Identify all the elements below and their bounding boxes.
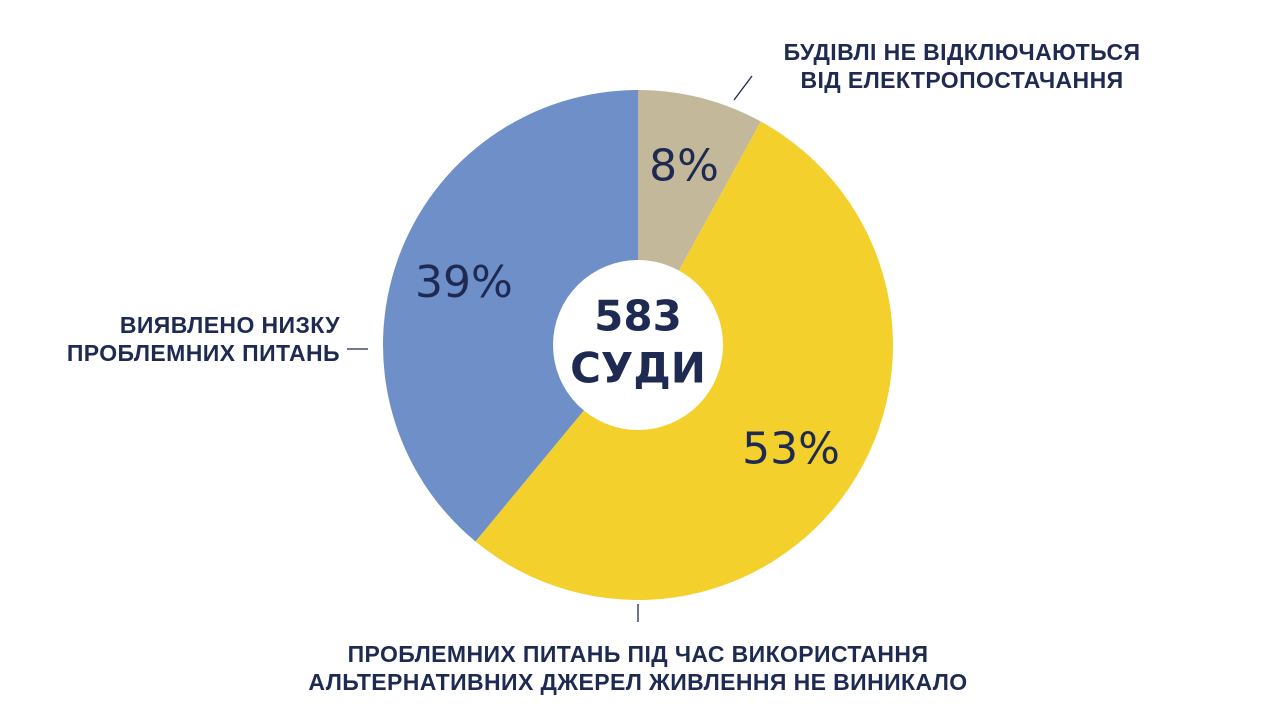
slice-labels-layer: 8% 53% 39% — [415, 140, 840, 474]
center-total-label: СУДИ — [570, 344, 706, 393]
legend-label-problems-line-2: ПРОБЛЕМНИХ ПИТАНЬ — [66, 340, 340, 366]
slice-value-label-buildings: 8% — [649, 140, 719, 191]
legend-label-buildings-line-1: БУДІВЛІ НЕ ВІДКЛЮЧАЮТЬСЯ — [783, 39, 1141, 65]
leader-lines — [347, 75, 753, 622]
center-total-value: 583 — [594, 292, 682, 341]
pie-slice-problems — [383, 90, 638, 542]
legend-label-no-problems: ПРОБЛЕМНИХ ПИТАНЬ ПІД ЧАС ВИКОРИСТАННЯ А… — [240, 640, 1036, 696]
slice-value-label-problems: 39% — [415, 257, 513, 308]
donut-center-hole — [553, 260, 723, 430]
legend-label-no-problems-line-1: ПРОБЛЕМНИХ ПИТАНЬ ПІД ЧАС ВИКОРИСТАННЯ — [347, 641, 929, 667]
legend-label-buildings-line-2: ВІД ЕЛЕКТРОПОСТАЧАННЯ — [800, 67, 1124, 93]
legend-label-no-problems-line-2: АЛЬТЕРНАТИВНИХ ДЖЕРЕЛ ЖИВЛЕННЯ НЕ ВИНИКА… — [308, 669, 968, 695]
legend-label-problems-line-1: ВИЯВЛЕНО НИЗКУ — [119, 312, 340, 338]
legend-label-buildings: БУДІВЛІ НЕ ВІДКЛЮЧАЮТЬСЯ ВІД ЕЛЕКТРОПОСТ… — [752, 38, 1172, 94]
legend-label-problems: ВИЯВЛЕНО НИЗКУ ПРОБЛЕМНИХ ПИТАНЬ — [20, 311, 340, 367]
leader-line-buildings — [733, 75, 753, 101]
slice-value-label-no_problems: 53% — [742, 424, 840, 475]
